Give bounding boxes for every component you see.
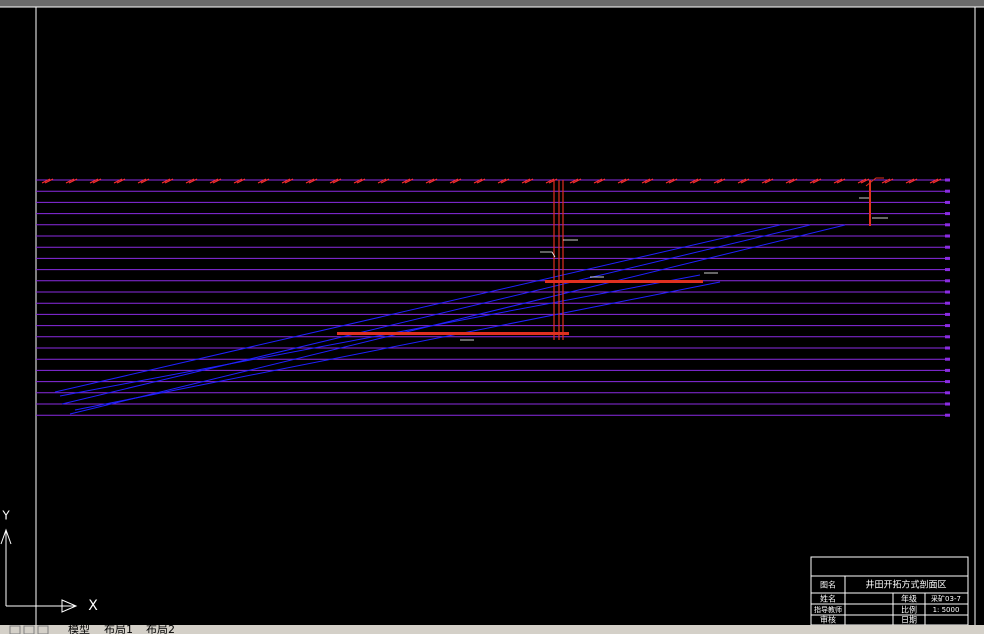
roadway: [337, 332, 569, 335]
stratum-marker: [945, 189, 950, 193]
surface-hatch: [665, 178, 678, 184]
surface-hatch: [113, 178, 126, 184]
surface-hatch: [617, 178, 630, 184]
surface-hatch: [257, 178, 270, 184]
stratum-marker: [945, 279, 950, 283]
tab[interactable]: 模型: [68, 622, 90, 634]
stratum-marker: [945, 234, 950, 238]
surface-hatch: [161, 178, 174, 184]
surface-hatch: [425, 178, 438, 184]
tab-nav[interactable]: [37, 625, 49, 634]
stratum-marker: [945, 256, 950, 260]
stratum-marker: [945, 335, 950, 339]
surface-hatch: [593, 178, 606, 184]
label: 年级: [901, 594, 917, 604]
leader: [540, 251, 556, 258]
stratum-marker: [945, 268, 950, 272]
surface-hatch: [209, 178, 222, 184]
stratum-marker: [945, 346, 950, 350]
surface-hatch: [641, 178, 654, 184]
coal-seam: [61, 224, 811, 405]
surface-hatch: [377, 178, 390, 184]
ucs-arrow: [61, 599, 78, 613]
surface-hatch: [881, 178, 894, 184]
stratum-marker: [945, 368, 950, 372]
label: 比例: [901, 605, 917, 615]
surface-hatch: [233, 178, 246, 184]
stratum-marker: [945, 301, 950, 305]
surface-hatch: [521, 178, 534, 184]
surface-hatch: [305, 178, 318, 184]
coal-seam: [54, 224, 781, 393]
surface-hatch: [785, 178, 798, 184]
surface-hatch: [545, 178, 558, 184]
coal-seam: [69, 224, 846, 415]
surface-hatch: [737, 178, 750, 184]
stratum-marker: [945, 178, 950, 182]
scale: 1: 5000: [933, 606, 960, 614]
coal-seam: [59, 274, 701, 397]
drawing: [36, 177, 950, 417]
surface-hatch: [329, 178, 342, 184]
stratum-marker: [945, 391, 950, 395]
toolbar-strip: [0, 0, 984, 7]
stratum-marker: [945, 223, 950, 227]
stratum-marker: [945, 380, 950, 384]
tab[interactable]: 布局1: [104, 623, 133, 634]
surface-hatch: [857, 178, 870, 184]
surface-hatch: [929, 178, 942, 184]
surface-hatch: [497, 178, 510, 184]
stratum-marker: [945, 413, 950, 417]
surface-hatch: [185, 178, 198, 184]
surface-hatch: [473, 178, 486, 184]
surface-hatch: [833, 178, 846, 184]
surface-hatch: [761, 178, 774, 184]
drawing-name: 井田开拓方式剖面区: [865, 579, 946, 591]
ucs-y-label: Y: [1, 509, 10, 523]
air-shaft-head: [865, 177, 884, 187]
tab-nav[interactable]: [9, 625, 21, 634]
stratum-marker: [945, 402, 950, 406]
stratum-marker: [945, 200, 950, 204]
surface-hatch: [809, 178, 822, 184]
roadway: [545, 280, 703, 283]
surface-hatch: [41, 178, 54, 184]
stratum-marker: [945, 312, 950, 316]
surface-hatch: [65, 178, 78, 184]
ucs-arrow: [0, 528, 12, 545]
surface-hatch: [569, 178, 582, 184]
coal-seam: [74, 281, 721, 411]
surface-hatch: [89, 178, 102, 184]
label: 图名: [820, 580, 836, 590]
stratum-marker: [945, 290, 950, 294]
label: 日期: [901, 616, 917, 625]
stratum-marker: [945, 357, 950, 361]
surface-hatch: [449, 178, 462, 184]
label: 指导教师: [814, 605, 842, 614]
surface-hatch: [713, 178, 726, 184]
surface-hatch: [689, 178, 702, 184]
surface-hatch: [281, 178, 294, 184]
stratum-marker: [945, 324, 950, 328]
label: 姓名: [820, 594, 836, 604]
stratum-marker: [945, 245, 950, 249]
stratum-marker: [945, 212, 950, 216]
grade: 采矿03-7: [931, 594, 961, 603]
surface-hatch: [353, 178, 366, 184]
tab[interactable]: 布局2: [146, 623, 175, 634]
tab-nav[interactable]: [23, 625, 35, 634]
ucs-icon: [0, 528, 78, 613]
surface-hatch: [137, 178, 150, 184]
ucs-x-label: X: [88, 598, 98, 614]
surface-hatch: [905, 178, 918, 184]
title-block: [810, 556, 969, 626]
surface-hatch: [401, 178, 414, 184]
label: 审核: [820, 615, 836, 625]
tab-bar: [0, 625, 984, 634]
